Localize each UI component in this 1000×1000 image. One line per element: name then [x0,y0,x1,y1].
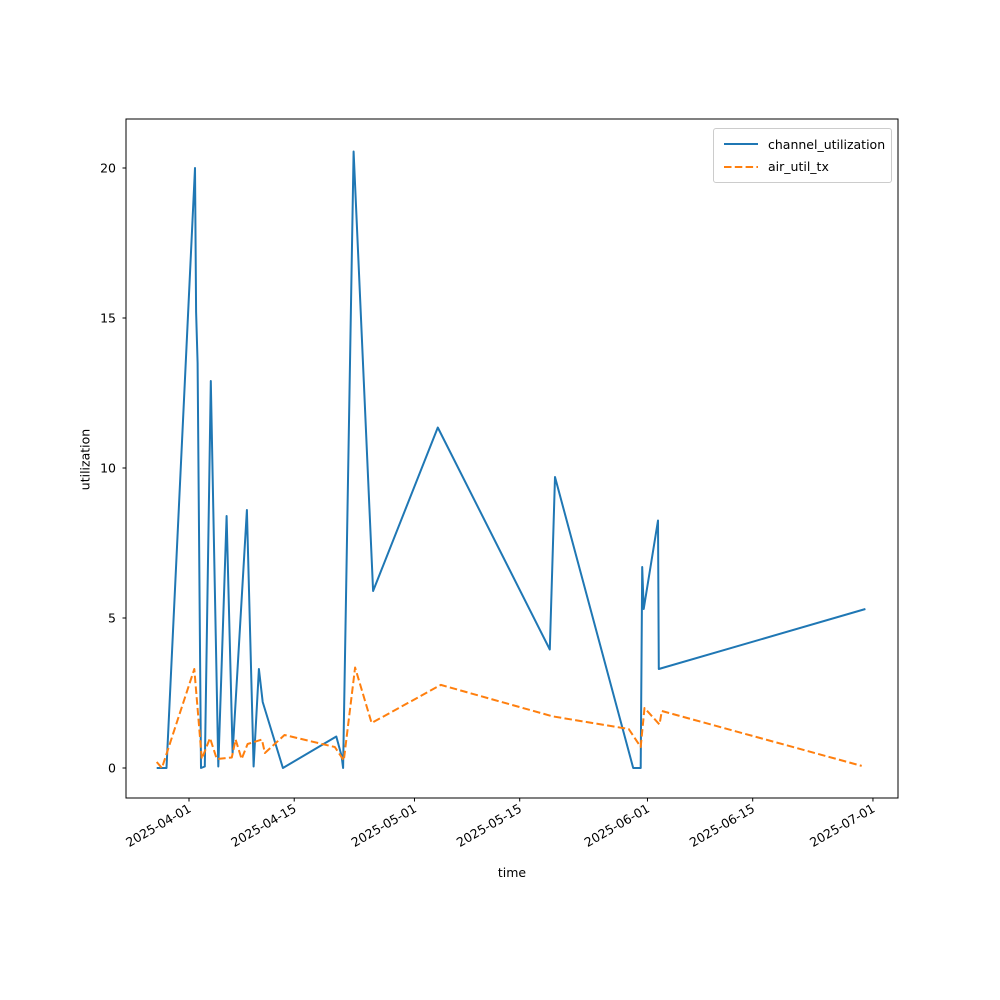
x-axis-ticks: 2025-04-01 2025-04-15 2025-05-01 2025-05-15… [123,798,877,850]
x-tick-label: 2025-05-15 [454,801,524,850]
legend: channel_utilization air_util_tx [713,128,892,183]
legend-item-air-util-tx: air_util_tx [723,159,882,174]
y-tick-label: 0 [108,760,116,775]
y-tick-label: 15 [100,310,116,325]
x-tick-label: 2025-06-15 [687,801,757,850]
x-tick-label: 2025-07-01 [807,801,877,850]
legend-item-channel-utilization: channel_utilization [723,136,886,152]
x-axis-label: time [497,865,527,880]
y-axis-ticks: 0 5 10 15 20 [100,160,126,775]
plot-area [125,118,899,799]
y-axis-label: utilization [77,428,93,491]
x-tick-label: 2025-06-01 [582,801,652,850]
series-lines [155,150,866,769]
y-tick-label: 10 [100,460,116,475]
legend-label-air-util-tx: air_util_tx [768,159,829,175]
legend-label-channel-utilization: channel_utilization [768,136,886,152]
series-line-channel_utilization [156,150,866,769]
legend-line-sample-solid [724,143,758,146]
x-tick-label: 2025-04-15 [228,801,298,850]
y-tick-label: 5 [108,610,116,625]
series-line-air_util_tx [155,666,862,769]
x-tick-label: 2025-04-01 [123,801,193,850]
y-tick-label: 20 [100,160,116,175]
legend-line-sample-dashed [724,165,758,168]
x-tick-label: 2025-05-01 [349,801,419,850]
